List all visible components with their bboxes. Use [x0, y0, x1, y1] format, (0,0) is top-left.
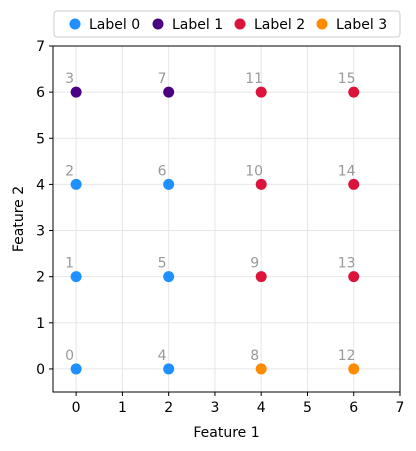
y-axis-title: Feature 2	[11, 186, 27, 252]
data-point	[70, 363, 82, 375]
x-tick-label: 1	[118, 400, 127, 416]
legend: Label 0 Label 1 Label 2 Label 3	[53, 10, 401, 38]
point-label: 7	[158, 71, 167, 87]
y-tick-label: 6	[36, 85, 45, 101]
point-label: 14	[338, 163, 356, 179]
y-tick-label: 0	[36, 362, 45, 378]
point-label: 9	[250, 256, 259, 272]
point-label: 13	[338, 256, 356, 272]
legend-marker	[234, 18, 246, 30]
data-point	[163, 178, 175, 190]
x-tick-label: 4	[257, 400, 266, 416]
data-point	[348, 363, 360, 375]
x-tick-label: 3	[210, 400, 219, 416]
x-axis: 0 1 2 3 4 5 6 7	[72, 392, 405, 416]
x-tick-label: 2	[164, 400, 173, 416]
point-label: 5	[158, 256, 167, 272]
point-label: 6	[158, 163, 167, 179]
data-point	[255, 178, 267, 190]
y-tick-label: 5	[36, 131, 45, 147]
data-point	[348, 86, 360, 98]
data-point	[348, 178, 360, 190]
data-point	[163, 86, 175, 98]
point-label: 10	[245, 163, 263, 179]
legend-label: Label 1	[172, 17, 223, 33]
legend-label: Label 3	[336, 17, 387, 33]
point-label: 1	[65, 256, 74, 272]
point-label: 15	[338, 71, 356, 87]
data-point	[70, 271, 82, 283]
y-tick-label: 7	[36, 39, 45, 55]
data-point	[255, 363, 267, 375]
legend-marker	[69, 18, 81, 30]
data-point	[348, 271, 360, 283]
y-axis: 0 1 2 3 4 5 6 7	[36, 39, 53, 378]
x-tick-label: 5	[303, 400, 312, 416]
data-point	[255, 86, 267, 98]
plot-frame	[52, 45, 401, 393]
point-label: 2	[65, 163, 74, 179]
point-label: 11	[245, 71, 263, 87]
data-point	[70, 178, 82, 190]
data-point	[163, 363, 175, 375]
data-point	[255, 271, 267, 283]
data-points	[70, 86, 360, 375]
y-tick-label: 1	[36, 316, 45, 332]
point-label: 0	[65, 348, 74, 364]
legend-marker	[316, 18, 328, 30]
point-label: 8	[250, 348, 259, 364]
grid-lines	[53, 45, 401, 392]
point-label: 12	[338, 348, 356, 364]
y-tick-label: 4	[36, 177, 45, 193]
legend-marker	[152, 18, 164, 30]
x-tick-label: 6	[349, 400, 358, 416]
data-point	[70, 86, 82, 98]
point-label: 3	[65, 71, 74, 87]
legend-label: Label 2	[254, 17, 305, 33]
x-tick-label: 0	[72, 400, 81, 416]
data-point	[163, 271, 175, 283]
legend-label: Label 0	[89, 17, 140, 33]
x-axis-title: Feature 1	[193, 425, 259, 441]
legend-box	[53, 10, 401, 38]
x-tick-label: 7	[396, 400, 405, 416]
y-tick-label: 2	[36, 270, 45, 286]
point-label: 4	[158, 348, 167, 364]
y-tick-label: 3	[36, 224, 45, 240]
